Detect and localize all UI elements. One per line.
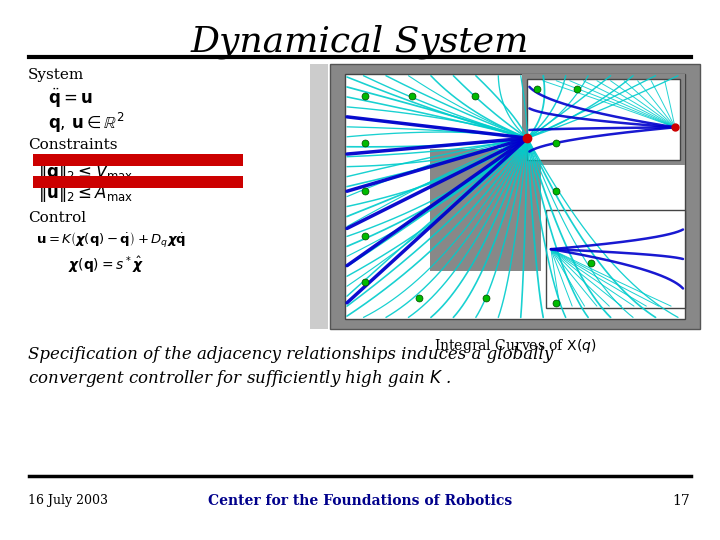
Text: Control: Control bbox=[28, 211, 86, 225]
Text: convergent controller for sufficiently high gain $K$ .: convergent controller for sufficiently h… bbox=[28, 368, 451, 389]
Bar bbox=[546, 210, 685, 308]
Text: $\|\mathbf{u}\|_2 \leq A_{\mathrm{max}}$: $\|\mathbf{u}\|_2 \leq A_{\mathrm{max}}$ bbox=[38, 181, 133, 204]
Text: $\|\dot{\mathbf{q}}\|_2 \leq V_{\mathrm{max}}$: $\|\dot{\mathbf{q}}\|_2 \leq V_{\mathrm{… bbox=[38, 160, 133, 184]
Text: 16 July 2003: 16 July 2003 bbox=[28, 494, 108, 507]
Bar bbox=[33, 176, 243, 187]
Text: 17: 17 bbox=[672, 494, 690, 508]
Bar bbox=[527, 79, 680, 160]
Text: Constraints: Constraints bbox=[28, 138, 117, 152]
Bar bbox=[330, 64, 700, 329]
Bar bbox=[430, 148, 541, 271]
Text: System: System bbox=[28, 68, 84, 82]
Text: $\mathbf{q},\, \mathbf{u} \in \mathbb{R}^2$: $\mathbf{q},\, \mathbf{u} \in \mathbb{R}… bbox=[48, 111, 125, 135]
Bar bbox=[345, 74, 685, 319]
Text: $\ddot{\mathbf{q}} = \mathbf{u}$: $\ddot{\mathbf{q}} = \mathbf{u}$ bbox=[48, 86, 93, 110]
Text: Center for the Foundations of Robotics: Center for the Foundations of Robotics bbox=[208, 494, 512, 508]
Text: $\boldsymbol{\chi}(\mathbf{q}) = s^* \hat{\boldsymbol{\chi}}$: $\boldsymbol{\chi}(\mathbf{q}) = s^* \ha… bbox=[68, 254, 144, 275]
Text: Specification of the adjacency relationships induces a globally: Specification of the adjacency relations… bbox=[28, 346, 553, 362]
Bar bbox=[33, 154, 243, 166]
Bar bbox=[310, 64, 328, 329]
Bar bbox=[523, 74, 685, 165]
Text: $\mathbf{u} = K\left(\boldsymbol{\chi}(\mathbf{q}) - \dot{\mathbf{q}}\right) + D: $\mathbf{u} = K\left(\boldsymbol{\chi}(\… bbox=[36, 231, 186, 250]
Text: Integral Curves of $\mathsf{X}(q)$: Integral Curves of $\mathsf{X}(q)$ bbox=[433, 338, 596, 355]
Text: Dynamical System: Dynamical System bbox=[191, 24, 529, 59]
